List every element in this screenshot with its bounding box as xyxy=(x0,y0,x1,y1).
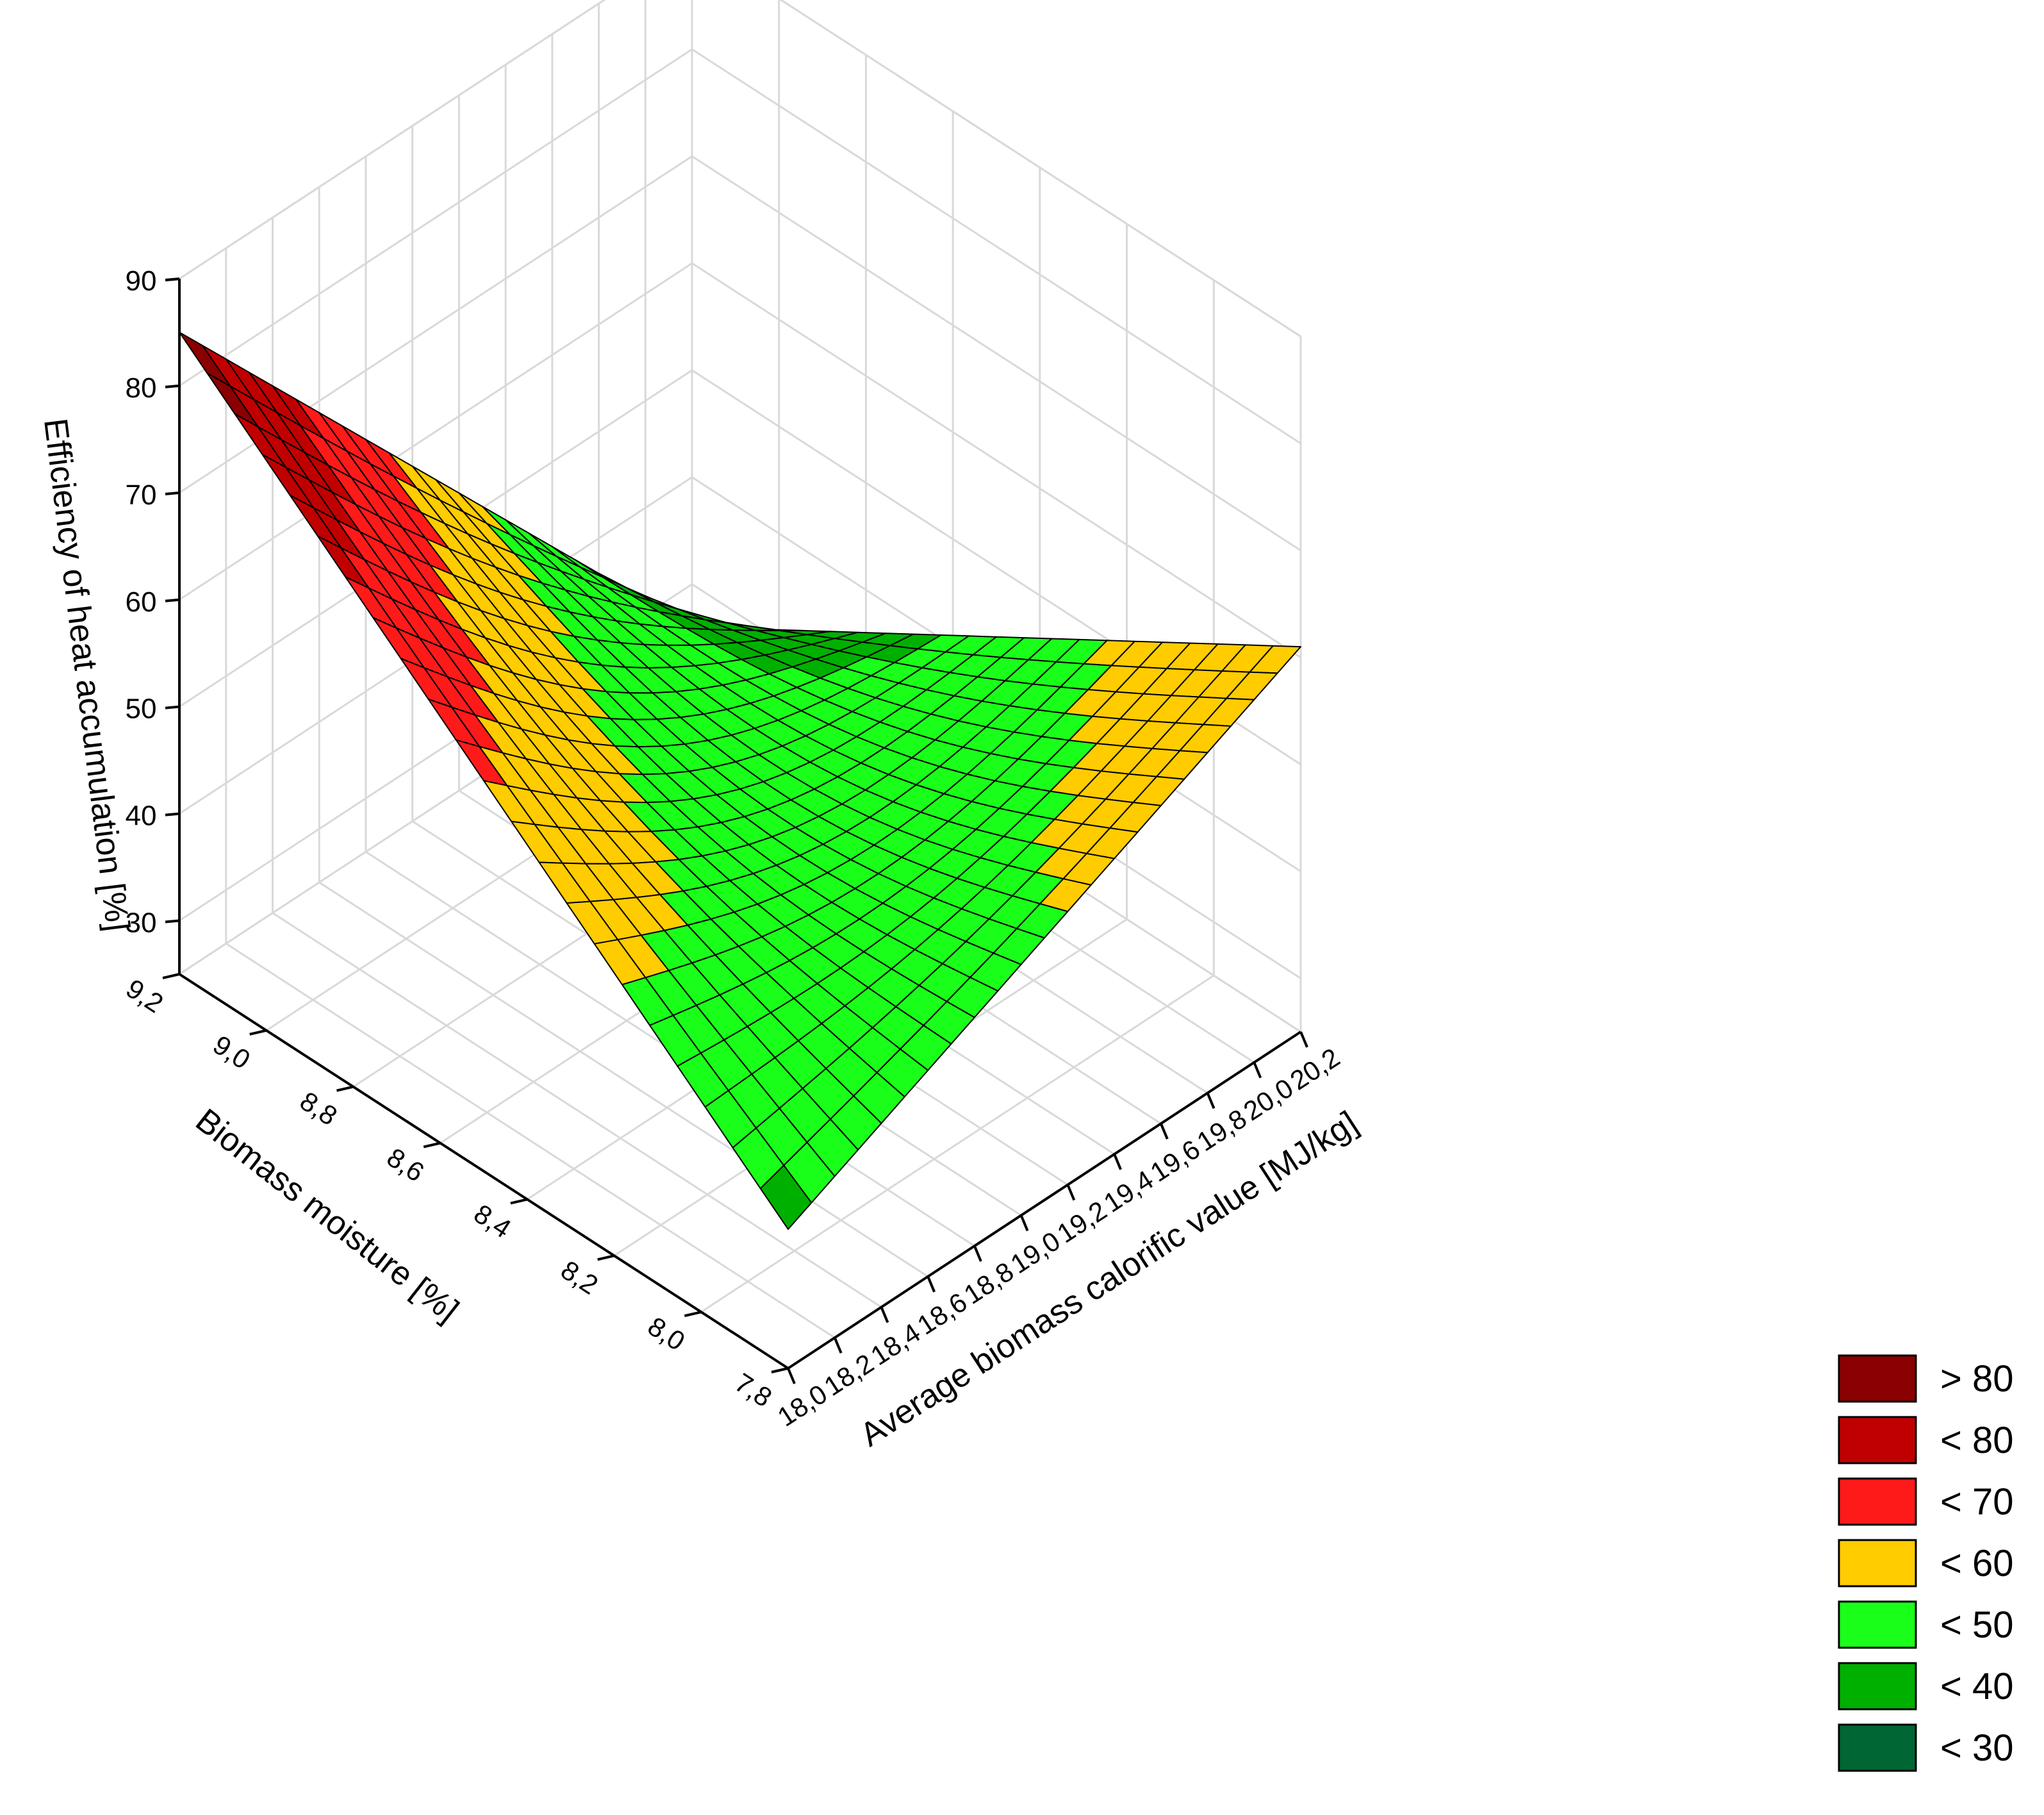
x-tick xyxy=(684,1311,702,1318)
y-tick-label: 20,2 xyxy=(1285,1042,1345,1096)
y-tick-label: 18,8 xyxy=(959,1256,1019,1310)
legend-swatch xyxy=(1838,1600,1917,1649)
y-tick xyxy=(1019,1214,1029,1232)
y-axis-line xyxy=(787,1031,1302,1370)
z-tick xyxy=(165,598,180,602)
legend-label: < 40 xyxy=(1940,1666,2014,1707)
y-tick xyxy=(787,1368,796,1384)
wall-grid-line xyxy=(179,369,1301,765)
y-tick xyxy=(1299,1031,1308,1048)
x-tick-label: 7,8 xyxy=(730,1367,778,1413)
x-tick-label: 8,6 xyxy=(382,1142,430,1188)
legend: > 80 < 80 < 70 < 60 < 50 < 40 < 30 xyxy=(1838,1354,2014,1772)
x-tick xyxy=(510,1198,528,1205)
z-tick xyxy=(165,384,180,388)
x-tick-label: 8,4 xyxy=(468,1198,516,1244)
z-tick-label: 80 xyxy=(126,372,157,404)
z-tick xyxy=(165,919,180,924)
y-tick-label: 18,0 xyxy=(772,1379,832,1432)
y-tick-label: 18,4 xyxy=(865,1317,925,1371)
surface-patch xyxy=(759,1164,812,1230)
y-tick xyxy=(1206,1092,1216,1109)
z-tick-label: 30 xyxy=(126,908,157,939)
x-tick-label: 8,2 xyxy=(556,1255,604,1300)
z-tick-label: 70 xyxy=(126,479,157,511)
wall-grid-line xyxy=(179,155,1301,552)
y-tick xyxy=(973,1245,982,1262)
y-tick-label: 19,8 xyxy=(1192,1103,1252,1157)
y-tick-label: 19,0 xyxy=(1005,1225,1066,1279)
z-axis-title: Efficiency of heat accumulation [%] xyxy=(37,417,136,934)
z-tick-label: 60 xyxy=(126,586,157,618)
floor-grid-line xyxy=(318,881,928,1278)
z-tick-label: 50 xyxy=(126,693,157,725)
y-tick xyxy=(927,1276,936,1293)
x-tick xyxy=(597,1254,615,1261)
x-tick xyxy=(771,1367,789,1373)
legend-label: < 50 xyxy=(1940,1604,2014,1646)
y-tick-label: 19,2 xyxy=(1051,1195,1112,1249)
legend-label: < 80 xyxy=(1940,1420,2014,1461)
legend-label: > 80 xyxy=(1940,1358,2014,1400)
y-tick xyxy=(880,1306,889,1323)
floor-grid-line xyxy=(700,974,1215,1313)
legend-label: < 70 xyxy=(1940,1481,2014,1523)
y-tick-label: 19,4 xyxy=(1098,1164,1158,1218)
x-tick-label: 9,2 xyxy=(121,973,169,1018)
surface-layer xyxy=(179,331,1301,1230)
legend-swatch xyxy=(1838,1477,1917,1526)
x-axis-line xyxy=(178,973,789,1370)
z-tick xyxy=(165,705,180,709)
y-tick xyxy=(1066,1184,1076,1201)
x-tick-label: 9,0 xyxy=(208,1029,256,1075)
z-tick xyxy=(165,812,180,816)
x-tick xyxy=(423,1141,441,1148)
y-tick-label: 18,6 xyxy=(912,1287,972,1341)
z-tick xyxy=(165,491,180,495)
y-tick xyxy=(1253,1061,1262,1079)
x-tick-label: 8,0 xyxy=(643,1311,691,1356)
z-tick-label: 90 xyxy=(126,265,157,297)
y-tick xyxy=(1159,1123,1169,1140)
legend-label: < 60 xyxy=(1940,1543,2014,1584)
legend-swatch xyxy=(1838,1662,1917,1711)
y-tick-label: 19,6 xyxy=(1145,1134,1205,1188)
x-tick xyxy=(162,973,180,979)
legend-swatch xyxy=(1838,1723,1917,1772)
legend-label: < 30 xyxy=(1940,1727,2014,1769)
z-tick xyxy=(165,278,180,281)
y-tick xyxy=(1113,1154,1122,1170)
y-tick-label: 18,2 xyxy=(819,1348,879,1402)
legend-swatch xyxy=(1838,1354,1917,1403)
legend-swatch xyxy=(1838,1539,1917,1587)
floor-grid-line xyxy=(225,943,836,1339)
x-tick-label: 8,8 xyxy=(295,1086,343,1131)
floor-grid-line xyxy=(272,912,882,1308)
wall-grid-line xyxy=(179,0,1301,338)
y-tick xyxy=(833,1337,843,1354)
x-axis-title: Biomass moisture [%] xyxy=(189,1102,466,1329)
x-tick xyxy=(336,1085,354,1092)
legend-swatch xyxy=(1838,1416,1917,1464)
z-tick-label: 40 xyxy=(126,800,157,832)
y-tick-label: 20,0 xyxy=(1238,1073,1298,1127)
wall-grid-line xyxy=(179,48,1301,445)
x-tick xyxy=(249,1029,267,1036)
